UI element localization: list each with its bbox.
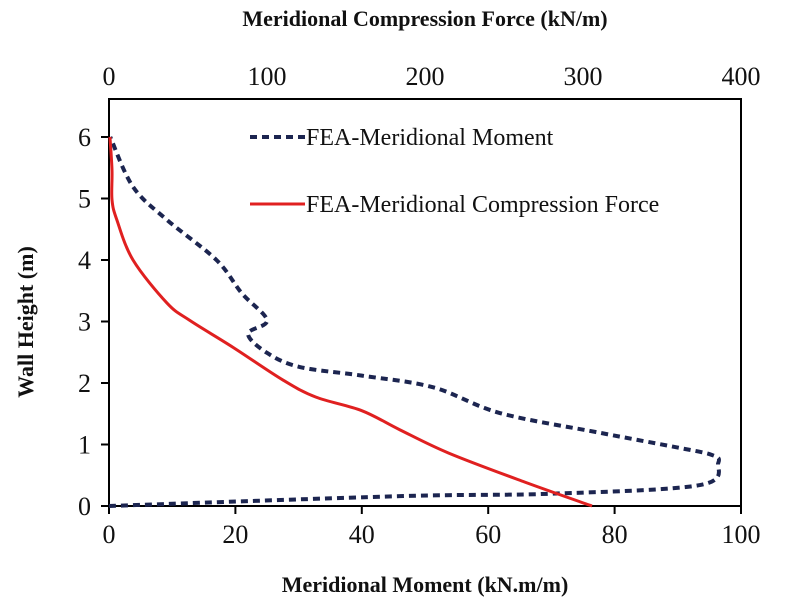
legend-label-force: FEA-Meridional Compression Force	[306, 192, 659, 218]
x2-tick-label: 400	[722, 62, 761, 91]
y-tick-label: 4	[78, 246, 91, 275]
y-tick-label: 6	[78, 123, 91, 152]
x-tick-label: 80	[602, 520, 628, 549]
y-tick-label: 0	[78, 492, 91, 521]
y-axis-label: Wall Height (m)	[13, 246, 38, 398]
y-tick-label: 1	[78, 431, 91, 460]
x-axis-label: Meridional Moment (kN.m/m)	[282, 572, 569, 597]
x2-axis-label: Meridional Compression Force (kN/m)	[242, 6, 607, 31]
x-tick-label: 40	[349, 520, 375, 549]
plot-frame	[108, 98, 742, 507]
legend-label-moment: FEA-Meridional Moment	[306, 125, 554, 151]
x2-tick-label: 0	[103, 62, 116, 91]
series-line-moment	[108, 136, 722, 508]
x2-tick-label: 200	[406, 62, 445, 91]
y-tick-label: 5	[78, 185, 91, 214]
series-line-compression-force	[108, 136, 593, 508]
y-tick-label: 3	[78, 308, 91, 337]
y-tick-label: 2	[78, 369, 91, 398]
x-tick-label: 20	[222, 520, 248, 549]
x-tick-label: 60	[475, 520, 501, 549]
x2-tick-label: 100	[248, 62, 287, 91]
x-tick-label: 0	[103, 520, 116, 549]
x-tick-label: 100	[722, 520, 761, 549]
legend: FEA-Meridional Moment FEA-Meridional Com…	[250, 125, 659, 218]
x2-tick-label: 300	[564, 62, 603, 91]
